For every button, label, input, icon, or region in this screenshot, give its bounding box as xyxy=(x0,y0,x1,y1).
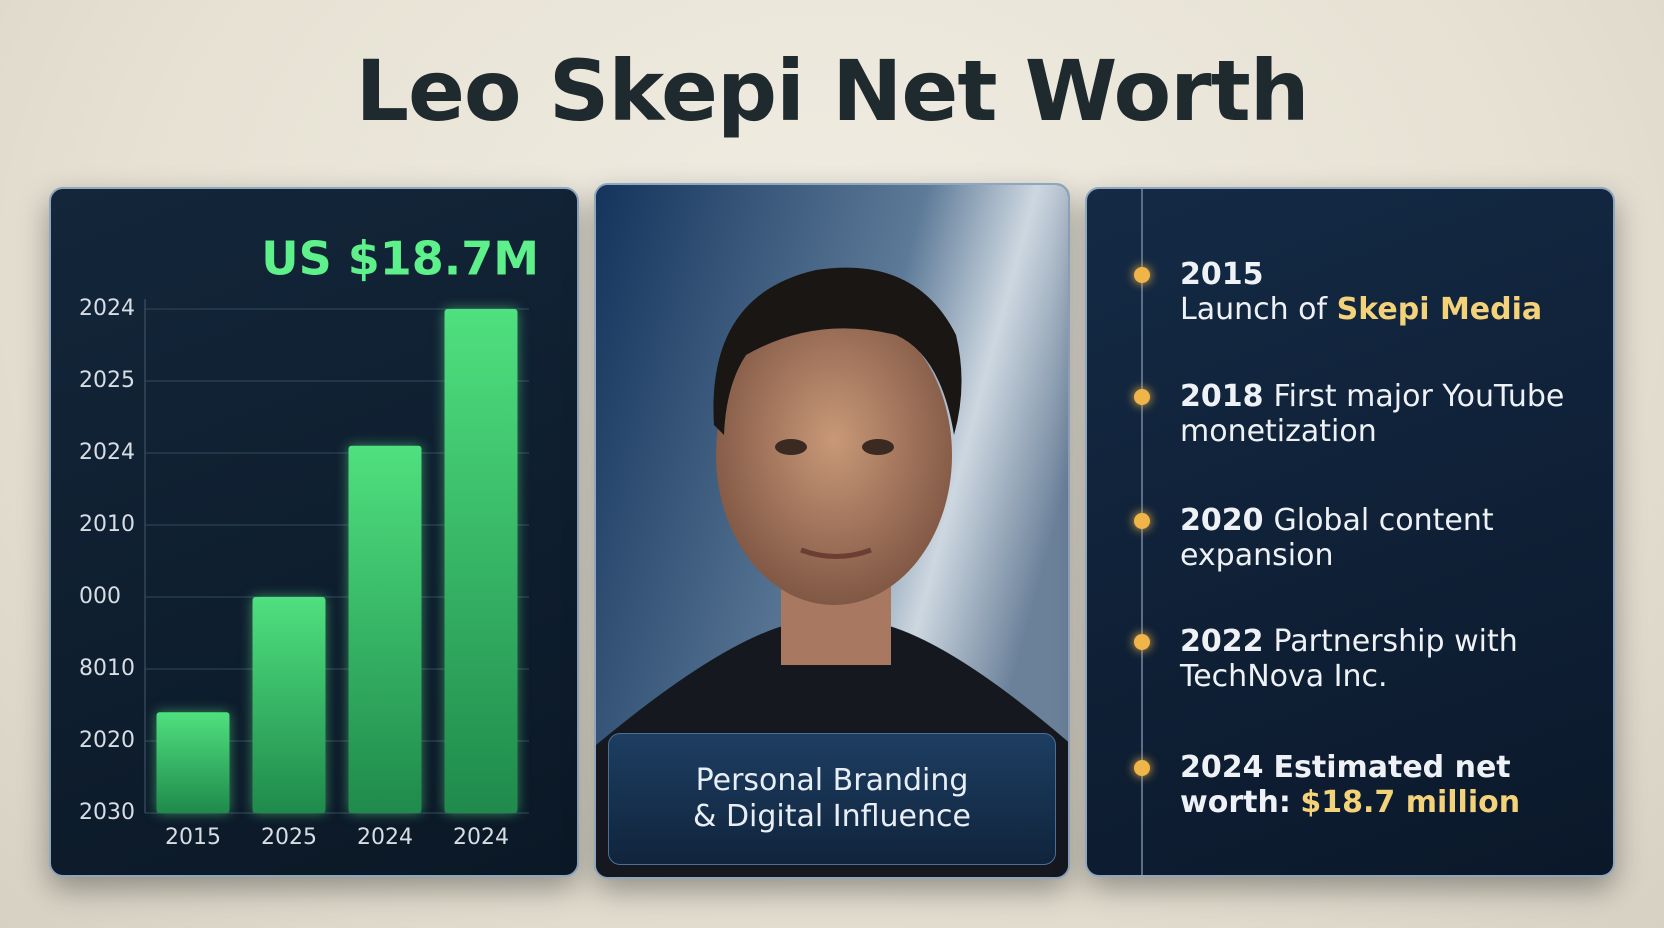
timeline-item: 2015 Launch of Skepi Media xyxy=(1180,257,1600,327)
timeline-line xyxy=(1141,189,1143,875)
y-tick-label: 2010 xyxy=(79,512,135,537)
x-tick-label: 2024 xyxy=(357,825,413,850)
x-tick-label: 2015 xyxy=(165,825,221,850)
timeline-year: 2022 xyxy=(1180,624,1264,659)
timeline-item: 2022 Partnership with TechNova Inc. xyxy=(1180,624,1600,694)
timeline-year: 2020 xyxy=(1180,503,1264,538)
y-tick-label: 2025 xyxy=(79,368,135,393)
x-tick-label: 2025 xyxy=(261,825,317,850)
y-tick-label: 2024 xyxy=(79,296,135,321)
timeline-dot xyxy=(1134,389,1150,405)
caption: Personal Branding & Digital Influence xyxy=(608,733,1056,865)
caption-line: Personal Branding xyxy=(695,763,969,798)
timeline-item: 2024 Estimated net worth: $18.7 million xyxy=(1180,750,1600,820)
timeline-text: Partnership with TechNova Inc. xyxy=(1180,624,1518,694)
timeline-dot xyxy=(1134,760,1150,776)
photo-panel: Personal Branding & Digital Influence xyxy=(594,183,1070,879)
timeline-dot xyxy=(1134,513,1150,529)
timeline-text: Estimated net worth: xyxy=(1180,750,1511,820)
timeline-year: 2015 xyxy=(1180,257,1264,292)
bar xyxy=(348,445,422,813)
timeline-item: 2020 Global content expansion xyxy=(1180,503,1600,573)
y-tick-label: 8010 xyxy=(79,656,135,681)
bar xyxy=(156,712,230,813)
timeline-item: 2018 First major YouTube monetization xyxy=(1180,379,1600,449)
chart-panel: US $18.7M 2030 2020 8010 000 2010 2024 2025 202… xyxy=(49,187,579,877)
bar xyxy=(444,309,518,813)
y-tick-label: 2020 xyxy=(79,728,135,753)
x-tick-label: 2024 xyxy=(453,825,509,850)
timeline-highlight: Skepi Media xyxy=(1336,292,1543,327)
page-title: Leo Skepi Net Worth xyxy=(355,42,1309,140)
timeline-dot xyxy=(1134,634,1150,650)
timeline-text: Launch of xyxy=(1180,292,1328,327)
timeline-year: 2024 xyxy=(1180,750,1264,785)
bar xyxy=(252,597,326,813)
y-tick-label: 2030 xyxy=(79,800,135,825)
y-tick-label: 2024 xyxy=(79,440,135,465)
timeline-year: 2018 xyxy=(1180,379,1264,414)
timeline-text: First major YouTube monetization xyxy=(1180,379,1565,449)
timeline-dot xyxy=(1134,267,1150,283)
chart-headline: US $18.7M xyxy=(261,232,539,286)
timeline-text: Global content expansion xyxy=(1180,503,1494,573)
timeline-highlight: $18.7 million xyxy=(1300,785,1521,820)
caption-line: & Digital Influence xyxy=(693,799,971,834)
y-tick-label: 000 xyxy=(79,584,121,609)
timeline-panel: 2015 Launch of Skepi Media 2018 First major… xyxy=(1085,187,1615,877)
chart: US $18.7M 2030 2020 8010 000 2010 2024 2025 202… xyxy=(79,232,539,851)
